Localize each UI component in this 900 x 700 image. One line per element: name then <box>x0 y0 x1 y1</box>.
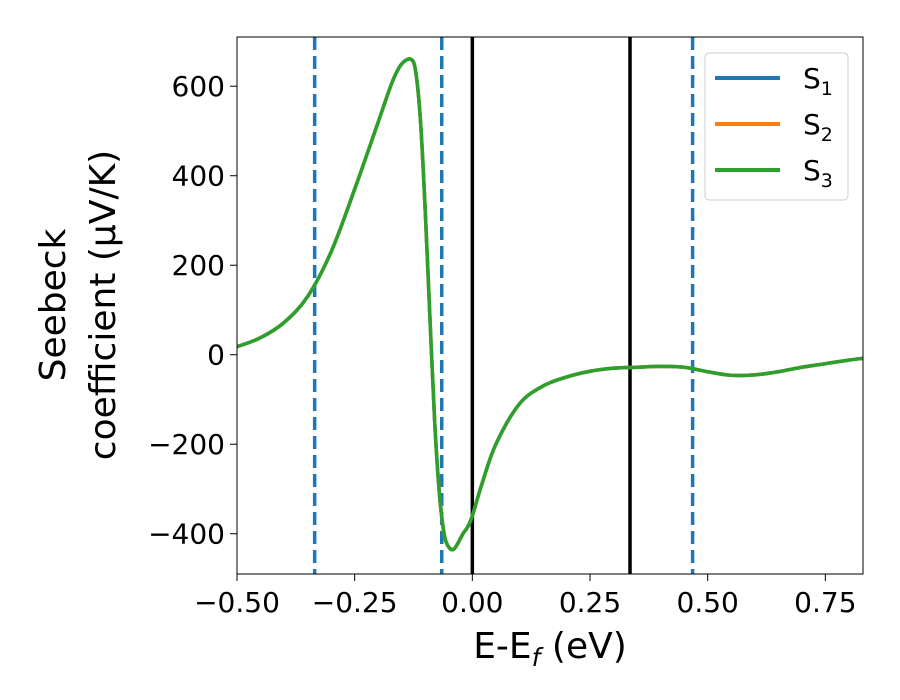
y-axis-label-line2: coefficient (μV/K) <box>83 150 124 460</box>
plot-frame <box>236 36 864 575</box>
vertical-reference-lines <box>312 37 695 574</box>
x-axis-ticks: −0.50 −0.25 0.00 0.25 0.50 0.75 <box>194 574 857 619</box>
x-tick-label: −0.50 <box>194 586 280 619</box>
x-tick-label: 0.75 <box>794 586 856 619</box>
y-axis-label: Seebeck coefficient (μV/K) <box>33 150 124 460</box>
legend-label-s3: S3 <box>803 154 833 192</box>
x-axis-label: E-Ef (eV) <box>473 626 627 672</box>
legend-label-s1: S1 <box>803 62 833 100</box>
x-tick-label: −0.25 <box>312 586 398 619</box>
y-tick-label: 400 <box>172 160 225 193</box>
legend-label-s2: S2 <box>803 108 833 146</box>
x-tick-label: 0.50 <box>677 586 739 619</box>
y-tick-label: −200 <box>148 428 225 461</box>
series-lines <box>237 57 863 552</box>
y-tick-label: 0 <box>207 339 225 372</box>
series-line-s3 <box>237 57 863 552</box>
y-axis-label-line1: Seebeck <box>33 228 74 381</box>
y-axis-ticks: −400 −200 0 200 400 600 <box>148 70 237 551</box>
legend: S1 S2 S3 <box>704 52 849 201</box>
y-tick-label: 600 <box>172 70 225 103</box>
y-tick-label: 200 <box>172 249 225 282</box>
y-tick-label: −400 <box>148 518 225 551</box>
x-tick-label: 0.25 <box>559 586 621 619</box>
legend-box <box>704 52 849 201</box>
x-tick-label: 0.00 <box>441 586 503 619</box>
